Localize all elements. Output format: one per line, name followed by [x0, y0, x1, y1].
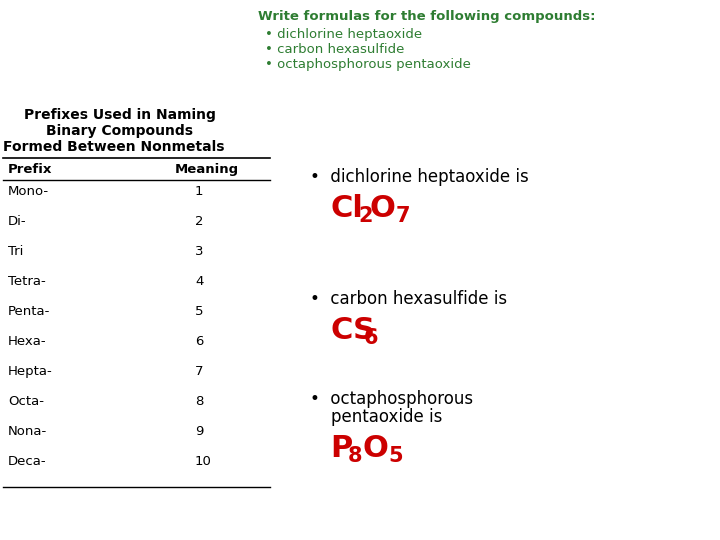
Text: 6: 6	[364, 328, 379, 348]
Text: 10: 10	[195, 455, 212, 468]
Text: Prefixes Used in Naming: Prefixes Used in Naming	[24, 108, 216, 122]
Text: 2: 2	[358, 206, 372, 226]
Text: Hepta-: Hepta-	[8, 365, 53, 378]
Text: 1: 1	[195, 185, 204, 198]
Text: •  octaphosphorous: • octaphosphorous	[310, 390, 473, 408]
Text: 5: 5	[195, 305, 204, 318]
Text: Tri: Tri	[8, 245, 23, 258]
Text: 8: 8	[195, 395, 203, 408]
Text: Cl: Cl	[330, 194, 363, 223]
Text: 6: 6	[195, 335, 203, 348]
Text: Binary Compounds: Binary Compounds	[47, 124, 194, 138]
Text: •  dichlorine heptaoxide is: • dichlorine heptaoxide is	[310, 168, 528, 186]
Text: Deca-: Deca-	[8, 455, 47, 468]
Text: Octa-: Octa-	[8, 395, 44, 408]
Text: 9: 9	[195, 425, 203, 438]
Text: 3: 3	[195, 245, 204, 258]
Text: 7: 7	[195, 365, 204, 378]
Text: O: O	[362, 434, 388, 463]
Text: P: P	[330, 434, 352, 463]
Text: CS: CS	[330, 316, 375, 345]
Text: • dichlorine heptaoxide: • dichlorine heptaoxide	[265, 28, 422, 41]
Text: Formed Between Nonmetals: Formed Between Nonmetals	[3, 140, 225, 154]
Text: Meaning: Meaning	[175, 163, 239, 176]
Text: 7: 7	[396, 206, 410, 226]
Text: Write formulas for the following compounds:: Write formulas for the following compoun…	[258, 10, 595, 23]
Text: Di-: Di-	[8, 215, 27, 228]
Text: • octaphosphorous pentaoxide: • octaphosphorous pentaoxide	[265, 58, 471, 71]
Text: •  carbon hexasulfide is: • carbon hexasulfide is	[310, 290, 507, 308]
Text: Prefix: Prefix	[8, 163, 53, 176]
Text: pentaoxide is: pentaoxide is	[310, 408, 442, 426]
Text: 4: 4	[195, 275, 203, 288]
Text: Mono-: Mono-	[8, 185, 49, 198]
Text: 2: 2	[195, 215, 204, 228]
Text: Hexa-: Hexa-	[8, 335, 47, 348]
Text: Nona-: Nona-	[8, 425, 48, 438]
Text: • carbon hexasulfide: • carbon hexasulfide	[265, 43, 405, 56]
Text: 8: 8	[348, 446, 362, 466]
Text: Penta-: Penta-	[8, 305, 50, 318]
Text: Tetra-: Tetra-	[8, 275, 46, 288]
Text: O: O	[370, 194, 396, 223]
Text: 5: 5	[388, 446, 402, 466]
